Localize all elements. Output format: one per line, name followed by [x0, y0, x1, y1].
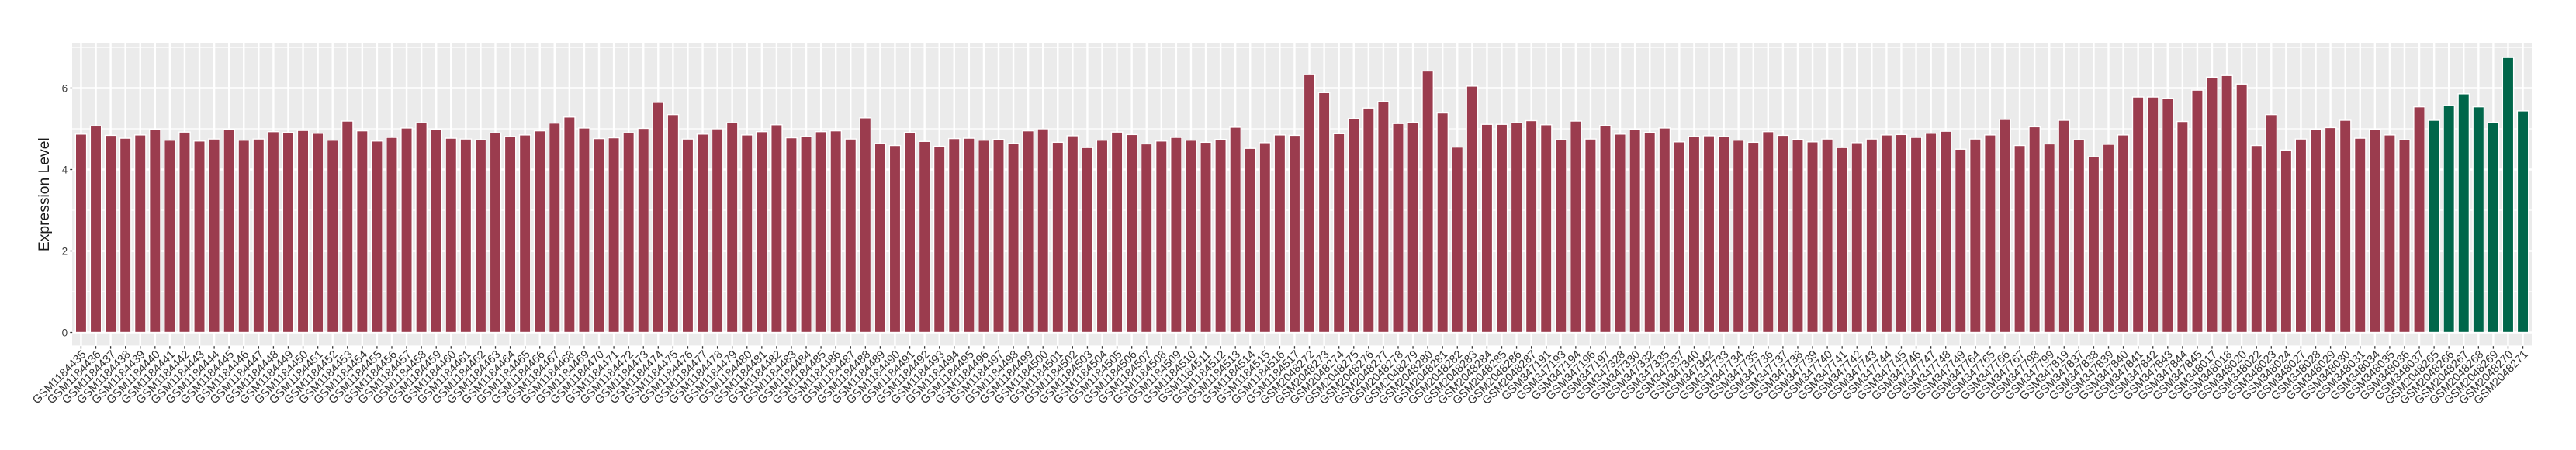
svg-text:Expression Level: Expression Level	[36, 137, 53, 251]
svg-text:6: 6	[62, 83, 68, 95]
svg-text:4: 4	[62, 164, 68, 176]
svg-text:2: 2	[62, 246, 68, 258]
svg-text:0: 0	[62, 327, 68, 339]
